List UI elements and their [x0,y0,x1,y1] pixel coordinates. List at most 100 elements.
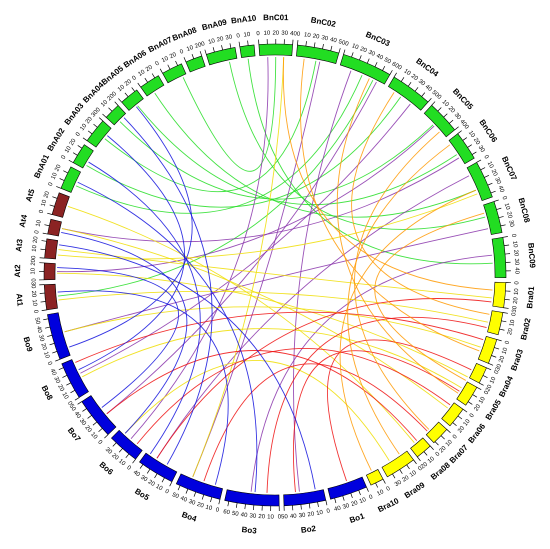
tick-mark [87,130,93,135]
tick-mark [472,394,478,398]
tick-label: 50 [68,403,77,412]
chromosome-name: Bra02 [519,317,533,341]
tick-mark [317,501,319,508]
tick-mark [183,57,187,63]
tick-mark [41,240,47,242]
link [282,57,493,291]
tick-label: 20 [258,514,266,520]
tick-mark [139,464,144,469]
chromosome [283,489,327,507]
chromosome-name: BnA09 [201,17,228,32]
tick-mark [98,117,104,122]
tick-mark [393,72,397,78]
tick-mark [41,309,47,311]
tick-mark [334,498,337,504]
tick-label: 50 [33,317,40,325]
tick-label: 10 [89,432,98,441]
chromosome [239,44,256,58]
tick-mark [132,458,136,464]
chromosome-name: Bo2 [300,524,317,535]
tick-label: 20 [513,296,520,304]
tick-label: 50 [231,511,239,518]
tick-label: 40 [513,267,519,274]
tick-label: 10 [161,55,170,64]
tick-label: 20 [307,511,315,518]
link [354,131,440,430]
tick-label: 0 [469,412,476,419]
chromosome-name: BnC04 [414,56,440,79]
tick-label: 20 [359,46,368,54]
tick-label: 20 [312,34,320,41]
tick-mark [77,401,82,405]
tick-label: 0 [510,233,517,238]
tick-mark [82,137,88,141]
tick-label: 20 [83,425,92,434]
tick-mark [487,182,493,186]
tick-mark [501,320,507,323]
tick-mark [238,41,241,47]
tick-label: 50 [430,90,439,99]
link [82,328,462,389]
tick-mark [191,53,195,59]
tick-mark [235,502,238,508]
tick-label: 20 [439,445,448,454]
tick-mark [98,428,103,432]
tick-label: 10 [186,45,195,53]
tick-mark [490,190,496,194]
tick-label: 0 [514,280,520,284]
tick-label: 50 [383,57,392,66]
tick-label: 40 [334,505,343,513]
tick-label: 0 [297,32,302,38]
tick-label: 20 [196,502,205,510]
tick-label: 0 [125,465,132,472]
tick-label: 10 [117,84,126,93]
chromosome [381,450,414,478]
tick-mark [63,170,68,174]
tick-mark [430,445,434,450]
tick-label: 10 [351,43,360,51]
chromosome-name: BnC08 [517,197,532,224]
tick-mark [350,493,353,499]
tick-mark [399,469,403,474]
tick-label: 20 [473,403,482,412]
chromosome-name: BnA05 [100,64,126,87]
chromosome-name: At1 [14,293,24,307]
tick-label: 20 [31,258,37,266]
chromosome [425,421,448,444]
tick-label: 40 [458,119,467,128]
tick-mark [488,363,494,366]
tick-label: 0 [368,494,374,501]
chromosome [139,452,178,483]
tick-label: 0 [32,310,39,315]
tick-mark [476,159,482,163]
tick-mark [308,503,311,509]
tick-mark [58,367,64,370]
tick-label: 30 [52,376,61,385]
chromosome [60,166,81,193]
link [75,311,484,363]
tick-label: 40 [240,512,248,519]
tick-mark [498,216,504,219]
tick-label: 0 [417,465,424,472]
tick-mark [167,64,171,70]
tick-mark [59,178,65,181]
tick-label: 10 [509,319,516,327]
tick-mark [434,441,439,446]
tick-label: 10 [511,241,518,249]
chromosome [491,236,507,278]
chromosome [365,469,384,486]
tick-label: 40 [132,470,141,479]
tick-mark [443,113,448,118]
tick-label: 10 [31,267,37,274]
tick-label: 30 [321,35,329,42]
tick-label: 10 [441,99,450,108]
tick-label: 20 [54,163,63,172]
tick-label: 0 [236,33,241,40]
tick-label: 10 [486,161,495,170]
tick-label: 40 [290,514,298,521]
tick-label: 0 [46,361,53,367]
link [374,212,485,381]
tick-label: 0 [452,433,459,440]
tick-label: 20 [272,31,279,37]
tick-label: 0 [326,508,331,515]
